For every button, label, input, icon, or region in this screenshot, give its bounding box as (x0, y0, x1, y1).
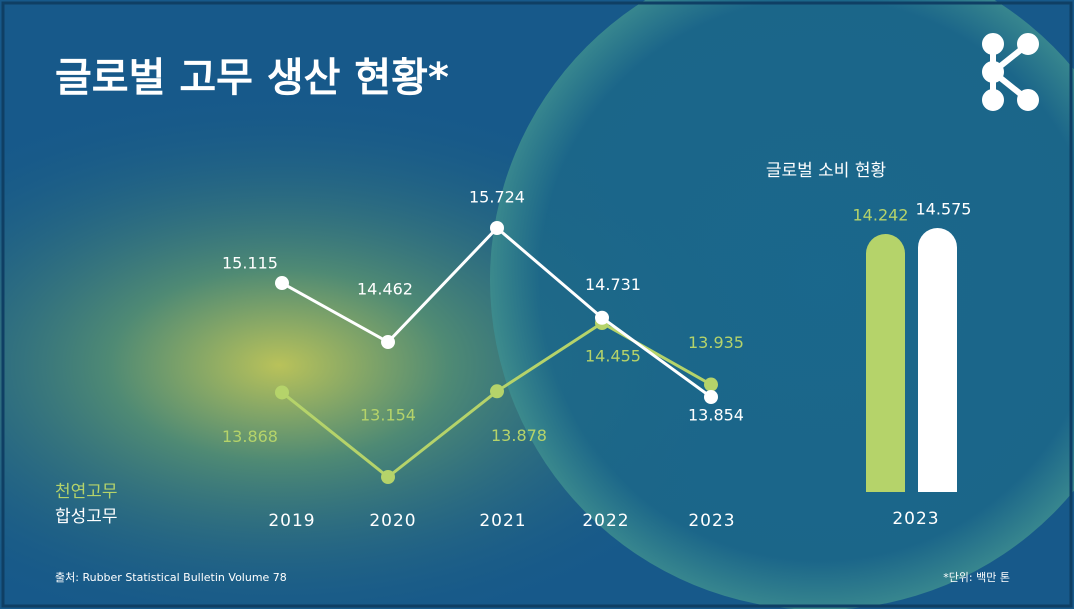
data-label: 14.575 (916, 200, 972, 219)
bar-title: 글로벌 소비 현황 (766, 161, 886, 181)
point (490, 221, 504, 235)
x-tick-label: 2021 (479, 511, 526, 531)
point (490, 384, 504, 399)
point (704, 390, 718, 404)
logo (982, 33, 1039, 111)
legend-entry: 천연고무 (55, 482, 118, 502)
x-tick-label: 2022 (582, 511, 629, 531)
data-label: 14.731 (585, 275, 641, 294)
data-label: 14.242 (853, 206, 909, 225)
bar (918, 228, 957, 492)
page-title: 글로벌 고무 생산 현황* (55, 55, 449, 101)
data-label: 13.854 (688, 406, 744, 425)
x-tick-label: 2023 (892, 509, 939, 529)
point (381, 335, 395, 350)
data-label: 14.455 (585, 347, 641, 366)
point (704, 377, 718, 392)
point (381, 470, 395, 484)
x-tick-label: 2020 (369, 511, 416, 531)
source: 출처: Rubber Statistical Bulletin Volume 7… (55, 571, 287, 584)
point (275, 276, 289, 291)
unit-note: *단위: 백만 톤 (943, 571, 1010, 584)
point (595, 310, 609, 325)
data-label: 13.154 (360, 406, 416, 425)
data-label: 15.724 (469, 188, 525, 207)
x-tick-label: 2019 (268, 511, 315, 531)
data-label: 13.868 (222, 427, 278, 446)
bar (866, 234, 905, 493)
data-label: 13.935 (688, 333, 744, 352)
data-label: 15.115 (222, 254, 278, 273)
data-label: 13.878 (491, 426, 547, 445)
x-tick-label: 2023 (688, 511, 735, 531)
point (275, 385, 289, 400)
legend-entry: 합성고무 (55, 507, 118, 527)
data-label: 14.462 (357, 280, 413, 299)
